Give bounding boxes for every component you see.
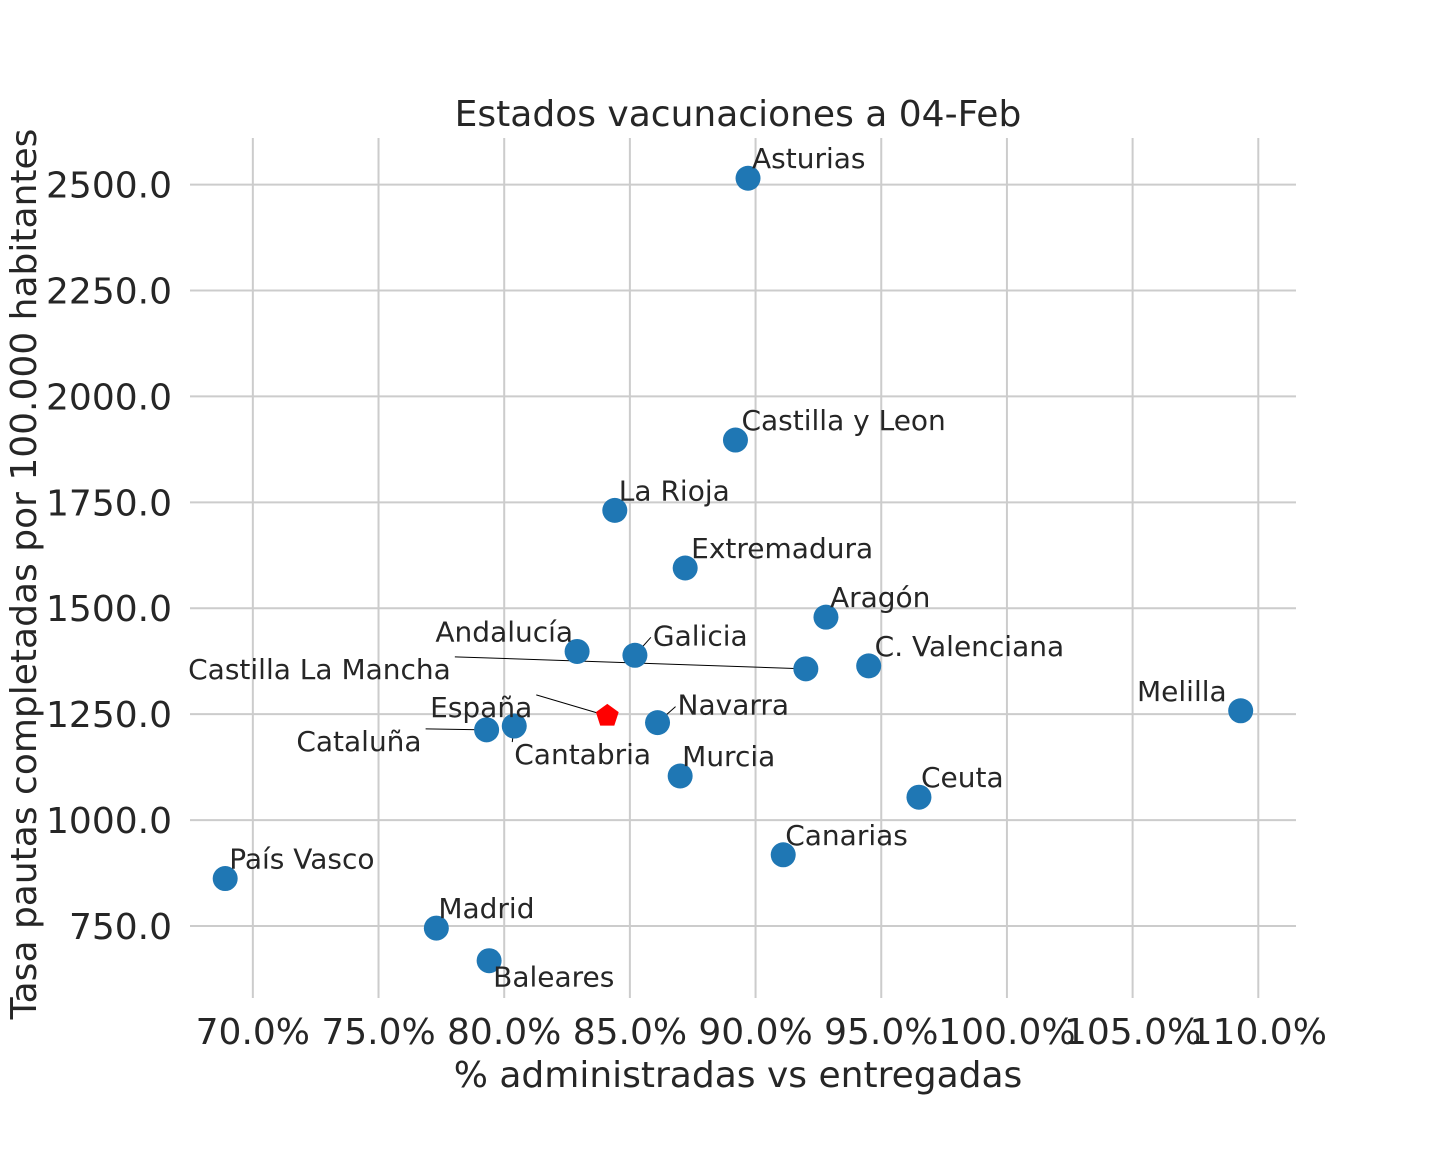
point-espana	[595, 703, 619, 726]
point-c-valenciana	[856, 653, 882, 679]
label-ceuta: Ceuta	[921, 761, 1004, 794]
label-navarra: Navarra	[678, 689, 790, 722]
x-tick-label: 95.0%	[824, 1012, 938, 1053]
label-espana: España	[430, 691, 532, 724]
label-castilla-y-leon: Castilla y Leon	[741, 404, 945, 437]
label-asturias: Asturias	[752, 142, 866, 175]
x-tick-label: 70.0%	[196, 1012, 310, 1053]
label-galicia: Galicia	[653, 619, 748, 652]
leader-espana	[536, 694, 608, 717]
x-tick-label: 105.0%	[1064, 1012, 1201, 1053]
label-la-rioja: La Rioja	[619, 474, 730, 507]
y-tick-label: 1000.0	[46, 801, 172, 842]
label-cataluna: Cataluña	[296, 725, 421, 758]
x-axis-title: % administradas vs entregadas	[454, 1055, 1023, 1096]
x-tick-label: 100.0%	[938, 1012, 1075, 1053]
point-melilla	[1228, 698, 1254, 724]
y-tick-label: 2500.0	[46, 166, 172, 207]
y-tick-labels: 750.0 1000.0 1250.0 1500.0 1750.0 2000.0 2250.…	[46, 166, 172, 948]
point-castilla-y-leon	[722, 427, 748, 453]
label-murcia: Murcia	[682, 740, 775, 773]
x-tick-label: 110.0%	[1190, 1012, 1327, 1053]
y-tick-label: 1250.0	[46, 695, 172, 736]
data-points	[212, 165, 1254, 974]
point-asturias	[735, 165, 761, 191]
point-cataluna	[474, 717, 500, 743]
x-tick-label: 85.0%	[573, 1012, 687, 1053]
y-tick-label: 2000.0	[46, 377, 172, 418]
label-aragon: Aragón	[830, 581, 930, 614]
label-pais-vasco: País Vasco	[229, 843, 374, 876]
point-la-rioja	[602, 497, 628, 523]
y-tick-label: 1750.0	[46, 483, 172, 524]
x-tick-label: 75.0%	[321, 1012, 435, 1053]
point-ceuta	[906, 784, 932, 810]
point-extremadura	[672, 555, 698, 581]
point-pais-vasco	[212, 866, 238, 892]
point-aragon	[813, 604, 839, 630]
label-melilla: Melilla	[1137, 675, 1227, 708]
point-labels: Asturias Castilla y Leon La Rioja Extremadu…	[188, 142, 1227, 993]
label-madrid: Madrid	[438, 892, 534, 925]
label-canarias: Canarias	[785, 819, 908, 852]
label-c-valenciana: C. Valenciana	[875, 630, 1064, 663]
point-cantabria	[501, 713, 527, 739]
x-tick-label: 90.0%	[698, 1012, 812, 1053]
point-castilla-la-mancha	[793, 656, 819, 682]
point-navarra	[645, 710, 671, 736]
label-baleares: Baleares	[493, 961, 614, 994]
x-tick-label: 80.0%	[447, 1012, 561, 1053]
point-andalucia	[564, 638, 590, 664]
chart-title: Estados vacunaciones a 04-Feb	[455, 94, 1022, 135]
x-tick-labels: 70.0% 75.0% 80.0% 85.0% 90.0% 95.0% 100.0%105.…	[196, 1012, 1327, 1053]
point-baleares	[476, 948, 502, 974]
label-cantabria: Cantabria	[514, 738, 651, 771]
y-axis-title: Tasa pautas completadas por 100.000 habi…	[4, 129, 45, 1021]
point-madrid	[423, 915, 449, 941]
y-tick-label: 1500.0	[46, 589, 172, 630]
point-murcia	[667, 763, 693, 789]
label-andalucia: Andalucía	[435, 615, 573, 648]
label-extremadura: Extremadura	[691, 532, 873, 565]
y-tick-label: 2250.0	[46, 272, 172, 313]
point-galicia	[622, 642, 648, 668]
y-tick-label: 750.0	[69, 907, 172, 948]
label-castilla-la-mancha: Castilla La Mancha	[188, 653, 451, 686]
point-canarias	[770, 842, 796, 868]
